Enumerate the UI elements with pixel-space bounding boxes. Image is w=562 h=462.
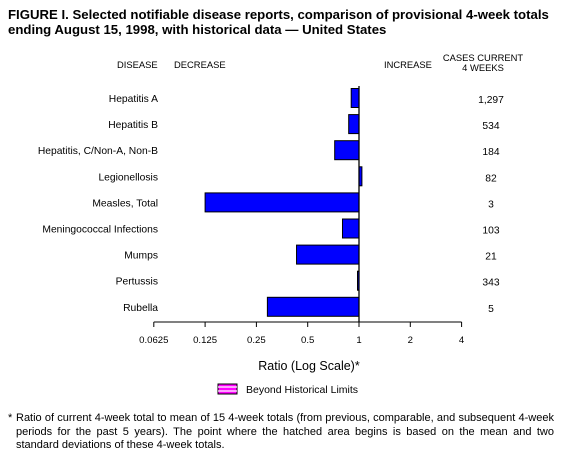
- category-labels-group: Hepatitis A Hepatitis B Hepatitis, C/Non-A…: [38, 94, 158, 314]
- category-label: Meningococcal Infections: [42, 225, 158, 236]
- case-count: 103: [482, 226, 499, 237]
- x-tick-label: 0.25: [247, 335, 266, 346]
- x-tick-label: 2: [408, 335, 413, 346]
- header-decrease: DECREASE: [174, 59, 226, 70]
- x-tick-label: 0.0625: [139, 335, 168, 346]
- x-axis-title: Ratio (Log Scale)*: [258, 359, 360, 373]
- bar: [348, 114, 360, 135]
- bar: [334, 140, 360, 161]
- x-tick-label: 4: [459, 335, 465, 346]
- bar: [296, 244, 360, 265]
- footnote: * Ratio of current 4-week total to mean …: [8, 412, 554, 453]
- case-count: 184: [482, 147, 499, 158]
- case-count: 5: [488, 304, 494, 315]
- header-cases-line1: CASES CURRENT: [442, 52, 524, 63]
- category-label: Pertussis: [116, 277, 158, 288]
- category-label: Hepatitis B: [108, 120, 158, 131]
- bar: [266, 296, 360, 317]
- bar: [204, 192, 360, 213]
- category-label: Rubella: [123, 303, 158, 314]
- category-label: Measles, Total: [92, 198, 158, 209]
- x-tick-label: 1: [356, 335, 361, 346]
- category-label: Legionellosis: [98, 172, 158, 183]
- header-cases: CASES CURRENT 4 WEEKS: [434, 53, 532, 73]
- figure-title: FIGURE I. Selected notifiable disease re…: [8, 7, 549, 37]
- category-label: Hepatitis, C/Non-A, Non-B: [38, 146, 158, 157]
- legend: Beyond Historical Limits: [217, 383, 358, 396]
- x-axis-group: 0.0625 0.125 0.25 0.5 1 2 4: [139, 86, 465, 346]
- bar: [350, 88, 360, 108]
- bars-group: [204, 88, 363, 317]
- case-count-group: 1,297 534 184 82 3 103 21 343 5: [478, 95, 504, 315]
- legend-swatch: [217, 383, 238, 395]
- case-count: 21: [485, 252, 497, 263]
- case-count: 534: [482, 121, 499, 132]
- legend-label: Beyond Historical Limits: [246, 384, 358, 396]
- case-count: 3: [488, 199, 494, 210]
- x-tick-label: 0.125: [193, 335, 217, 346]
- case-count: 343: [482, 278, 499, 289]
- case-count: 1,297: [478, 95, 504, 106]
- bar: [341, 218, 360, 239]
- x-tick-label: 0.5: [301, 335, 314, 346]
- category-label: Mumps: [124, 251, 158, 262]
- footnote-text: Ratio of current 4-week total to mean of…: [16, 412, 554, 451]
- category-label: Hepatitis A: [109, 94, 158, 105]
- header-disease: DISEASE: [117, 59, 158, 70]
- case-count: 82: [485, 173, 497, 184]
- header-increase: INCREASE: [384, 59, 432, 70]
- footnote-mark: *: [8, 412, 13, 424]
- header-cases-line2: 4 WEEKS: [462, 62, 504, 73]
